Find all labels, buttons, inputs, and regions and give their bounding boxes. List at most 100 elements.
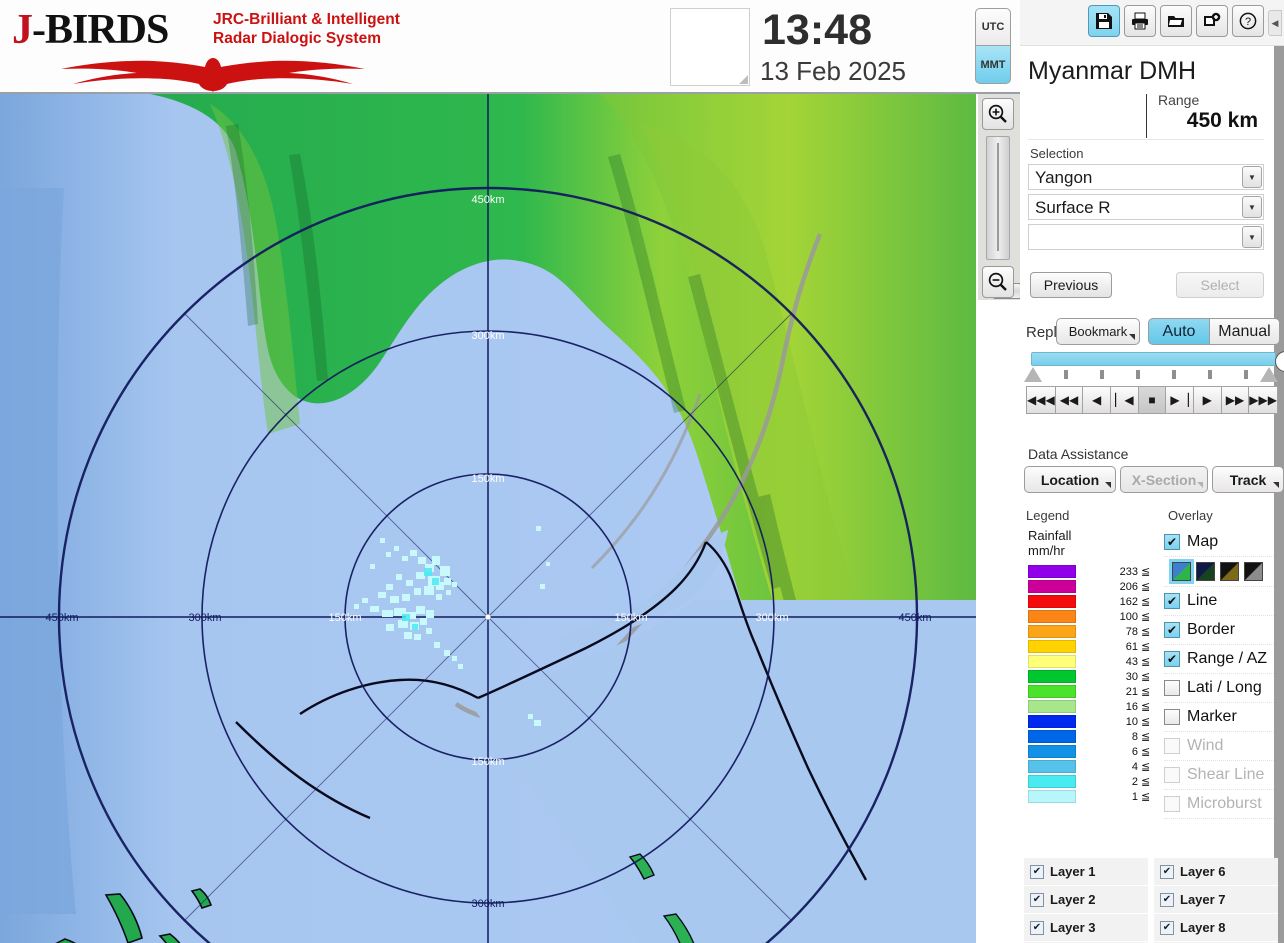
- legend-color-swatch: [1028, 655, 1076, 668]
- checkbox-icon[interactable]: ✔: [1160, 920, 1174, 935]
- checkbox-icon[interactable]: ✔: [1164, 534, 1180, 550]
- open-folder-icon[interactable]: [1160, 5, 1192, 37]
- checkbox-icon: [1164, 738, 1180, 754]
- zoom-out-icon[interactable]: [982, 266, 1014, 298]
- overlay-item-map[interactable]: ✔ Map: [1164, 528, 1274, 557]
- play-reverse-button[interactable]: ◀: [1082, 386, 1110, 414]
- replay-timeline-track[interactable]: [1031, 351, 1284, 372]
- zoom-slider-track[interactable]: [986, 136, 1021, 299]
- step-forward-button[interactable]: ▶▕: [1165, 386, 1193, 414]
- legend-color-swatch: [1028, 685, 1076, 698]
- legend-value: 30: [1125, 670, 1138, 683]
- checkbox-icon[interactable]: ✔: [1160, 864, 1174, 879]
- app-logo: J-BIRDS JRC-Brilliant & Intelligent Rada…: [8, 2, 408, 92]
- extra-select[interactable]: ▼: [1028, 224, 1264, 250]
- thumbnail-preview[interactable]: [670, 8, 750, 86]
- timezone-utc-button[interactable]: UTC: [975, 8, 1011, 46]
- play-button[interactable]: ▶: [1192, 386, 1221, 414]
- checkbox-icon[interactable]: [1164, 680, 1180, 696]
- theme-black-olive[interactable]: [1220, 562, 1239, 581]
- chevron-down-icon[interactable]: ▼: [1242, 196, 1262, 218]
- range-label: Range: [1158, 92, 1200, 108]
- bookmark-button[interactable]: Bookmark: [1056, 318, 1140, 345]
- layer-row[interactable]: ✔ Layer 3: [1024, 914, 1148, 942]
- legend-symbol: ≦: [1141, 626, 1151, 638]
- chevron-down-icon[interactable]: ▼: [1242, 226, 1262, 248]
- legend-row: 100 ≦: [1024, 609, 1150, 624]
- overlay-item-line[interactable]: ✔ Line: [1164, 587, 1274, 616]
- legend-value: 21: [1125, 685, 1138, 698]
- range-ring-label-300-right: 300km: [755, 612, 788, 624]
- overlay-item-wind: Wind: [1164, 732, 1274, 761]
- rewind-button[interactable]: ◀◀: [1054, 386, 1083, 414]
- replay-timeline[interactable]: [1020, 350, 1284, 384]
- radar-map-view[interactable]: 150km 300km 450km 150km 300km 450km 150k…: [0, 94, 976, 943]
- layer-row[interactable]: ✔ Layer 8: [1154, 914, 1278, 942]
- logo-tagline: JRC-Brilliant & Intelligent Radar Dialog…: [213, 10, 400, 48]
- chevron-down-icon[interactable]: ▼: [1242, 166, 1262, 188]
- range-value: 450 km: [1186, 109, 1258, 132]
- legend-heading: Legend: [1026, 508, 1070, 523]
- bird-logo-icon: [61, 58, 365, 92]
- stop-button[interactable]: ■: [1137, 386, 1166, 414]
- product-select[interactable]: Surface R ▼: [1028, 194, 1264, 220]
- print-icon[interactable]: [1124, 5, 1156, 37]
- location-button[interactable]: Location: [1024, 466, 1116, 493]
- site-select[interactable]: Yangon ▼: [1028, 164, 1264, 190]
- checkbox-icon[interactable]: ✔: [1160, 892, 1174, 907]
- timezone-mmt-button[interactable]: MMT: [975, 46, 1011, 84]
- overlay-item-range-az[interactable]: ✔ Range / AZ: [1164, 645, 1274, 674]
- legend-value: 43: [1125, 655, 1138, 668]
- panel-scrollbar[interactable]: [1274, 46, 1284, 943]
- checkbox-icon[interactable]: [1164, 709, 1180, 725]
- layer-row[interactable]: ✔ Layer 1: [1024, 858, 1148, 886]
- layer-row[interactable]: ✔ Layer 2: [1024, 886, 1148, 914]
- help-icon[interactable]: ?: [1232, 5, 1264, 37]
- checkbox-icon[interactable]: ✔: [1164, 622, 1180, 638]
- timeline-tick: [1064, 370, 1068, 379]
- rewind-to-start-button[interactable]: ◀◀◀: [1026, 386, 1055, 414]
- theme-blue-green[interactable]: [1169, 559, 1194, 584]
- checkbox-icon[interactable]: ✔: [1030, 892, 1044, 907]
- timezone-toggle[interactable]: UTC MMT: [975, 8, 1011, 86]
- checkbox-icon[interactable]: ✔: [1164, 651, 1180, 667]
- overlay-item-lati-long[interactable]: Lati / Long: [1164, 674, 1274, 703]
- fast-forward-button[interactable]: ▶▶: [1220, 386, 1249, 414]
- legend-row: 61 ≦: [1024, 639, 1150, 654]
- legend-value: 233: [1119, 565, 1138, 578]
- collapse-panel-icon[interactable]: ◀: [1268, 10, 1282, 36]
- replay-auto-button[interactable]: Auto: [1148, 318, 1210, 345]
- track-button[interactable]: Track: [1212, 466, 1284, 493]
- checkbox-icon[interactable]: ✔: [1030, 864, 1044, 879]
- overlay-item-border[interactable]: ✔ Border: [1164, 616, 1274, 645]
- theme-black-gray[interactable]: [1244, 562, 1263, 581]
- checkbox-icon[interactable]: ✔: [1030, 920, 1044, 935]
- forward-to-end-button[interactable]: ▶▶▶: [1248, 386, 1278, 414]
- legend-value: 162: [1119, 595, 1138, 608]
- theme-navy-green[interactable]: [1196, 562, 1215, 581]
- replay-manual-button[interactable]: Manual: [1210, 318, 1280, 345]
- legend-symbol: ≦: [1141, 641, 1151, 653]
- checkbox-icon[interactable]: ✔: [1164, 593, 1180, 609]
- range-ring-label-450-left: 450km: [45, 612, 78, 624]
- save-icon[interactable]: [1088, 5, 1120, 37]
- legend-color-swatch: [1028, 580, 1076, 593]
- legend-rows: 233 ≦ 206 ≦ 162 ≦ 100 ≦ 78 ≦ 61 ≦ 43 ≦ 30 ≦ 21 ≦ 16 ≦ 10 ≦ 8 ≦ 6…: [1024, 564, 1150, 804]
- range-ring-label-300-top: 300km: [471, 330, 504, 342]
- legend-value: 4: [1131, 760, 1138, 773]
- layer-label: Layer 3: [1050, 920, 1096, 935]
- overlay-item-marker[interactable]: Marker: [1164, 703, 1274, 732]
- add-image-icon[interactable]: [1196, 5, 1228, 37]
- previous-button[interactable]: Previous: [1030, 272, 1112, 298]
- legend-row: 10 ≦: [1024, 714, 1150, 729]
- legend-row: 2 ≦: [1024, 774, 1150, 789]
- step-back-button[interactable]: ▏◀: [1110, 386, 1138, 414]
- layer-row[interactable]: ✔ Layer 7: [1154, 886, 1278, 914]
- legend-symbol: ≦: [1141, 671, 1151, 683]
- logo-tagline-line1: JRC-Brilliant & Intelligent: [213, 11, 400, 28]
- zoom-in-icon[interactable]: [982, 98, 1014, 130]
- layer-row[interactable]: ✔ Layer 6: [1154, 858, 1278, 886]
- legend-row: 8 ≦: [1024, 729, 1150, 744]
- layer-label: Layer 6: [1180, 864, 1226, 879]
